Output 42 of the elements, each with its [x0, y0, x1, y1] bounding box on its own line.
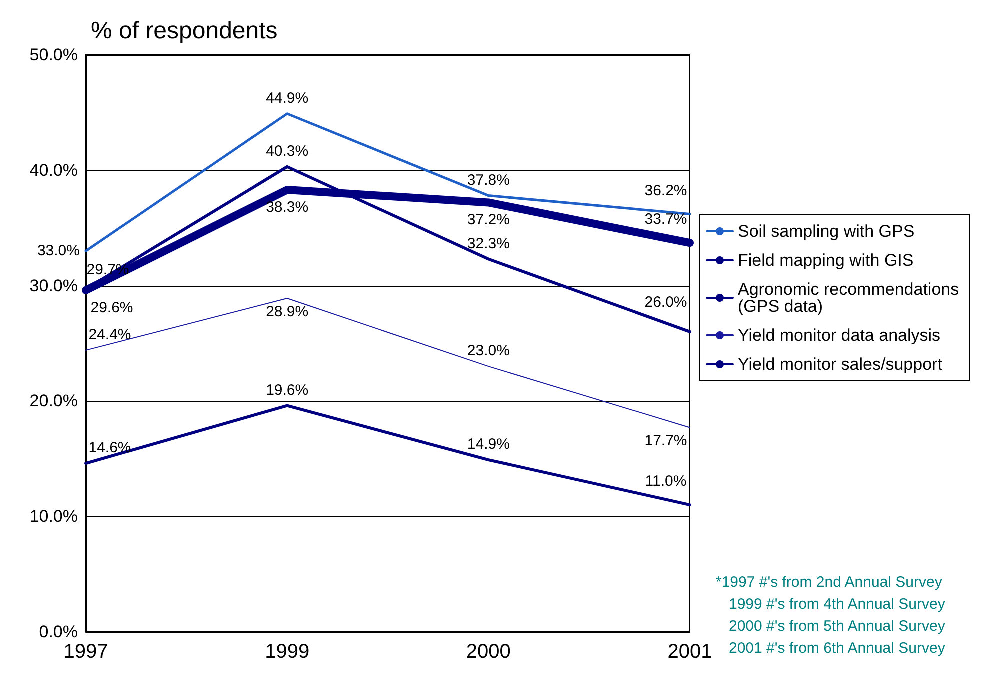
legend-label: Yield monitor data analysis: [738, 326, 941, 345]
text: *1997 #'s from 2nd Annual Survey: [716, 574, 943, 591]
line-series: [86, 298, 690, 428]
data-label: 17.7%: [644, 432, 688, 450]
y-tick-label: 20.0%: [30, 392, 78, 411]
data-label: 19.6%: [266, 382, 309, 399]
data-label: 33.0%: [37, 242, 80, 260]
legend-label: Agronomic recommendations (GPS data): [738, 280, 964, 316]
legend-label: Yield monitor sales/support: [738, 355, 943, 374]
data-label: 36.2%: [644, 182, 688, 200]
y-tick-label: 0.0%: [39, 622, 78, 642]
y-tick-label: 30.0%: [30, 276, 78, 296]
data-label: 11.0%: [645, 473, 687, 490]
data-label: 29.6%: [90, 299, 134, 316]
data-label: 33.7%: [644, 211, 688, 228]
x-tick-label: 1997: [64, 641, 108, 663]
data-label: 32.3%: [467, 235, 510, 252]
data-label: 40.3%: [266, 142, 309, 160]
text: 1999 #'s from 4th Annual Survey: [729, 596, 946, 613]
y-tick-label: 10.0%: [30, 507, 78, 526]
data-label: 24.4%: [88, 326, 132, 344]
x-tick-label: 2000: [466, 641, 511, 663]
chart-title: % of respondents: [91, 18, 278, 44]
legend-label: Field mapping with GIS: [738, 251, 914, 270]
data-label: 14.9%: [467, 436, 510, 454]
y-tick-label: 40.0%: [30, 160, 78, 180]
data-label: 44.9%: [266, 90, 309, 107]
line-series: [84, 404, 692, 507]
legend-label: Soil sampling with GPS: [738, 222, 915, 241]
data-label: 28.9%: [266, 303, 309, 320]
data-label: 14.6%: [88, 440, 132, 457]
data-label: 37.8%: [467, 172, 510, 189]
text: 2000 #'s from 5th Annual Survey: [729, 618, 946, 635]
data-label: 26.0%: [644, 294, 688, 311]
data-label: 38.3%: [266, 199, 309, 216]
x-tick-label: 2001: [668, 641, 712, 663]
x-tick-label: 1999: [265, 641, 310, 663]
line-series: [84, 112, 692, 252]
data-label: 37.2%: [467, 212, 510, 229]
text: 2001 #'s from 6th Annual Survey: [729, 640, 946, 657]
y-tick-label: 50.0%: [30, 46, 78, 64]
data-label: 23.0%: [467, 342, 510, 360]
